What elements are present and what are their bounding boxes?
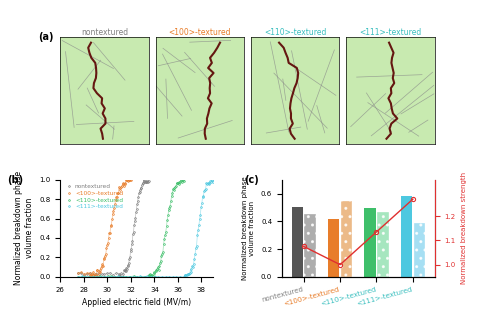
Line: <111>-textured: <111>-textured [77,179,214,278]
<111>-textured [75,275,81,279]
nontextured [142,179,147,183]
<110>-textured [173,184,179,188]
<110>-textured [178,178,184,182]
<111>-textured [83,275,88,279]
Line: nontextured: nontextured [77,179,149,278]
<110>-textured [146,274,152,277]
Y-axis label: Normalized breakdown phase
volume fraction: Normalized breakdown phase volume fracti… [242,176,256,280]
<110>-textured [174,182,180,185]
<100>-textured [128,178,134,182]
nontextured [144,178,150,182]
<110>-textured [134,275,140,279]
<100>-textured [97,270,103,274]
<100>-textured [107,231,113,235]
<110>-textured [158,254,164,258]
<100>-textured [124,178,129,182]
<110>-textured [109,274,114,278]
Text: (b): (b) [7,175,23,185]
<111>-textured [210,180,216,183]
Y-axis label: Normalized breakdown strength: Normalized breakdown strength [461,172,467,284]
X-axis label: Applied electric field (MV/m): Applied electric field (MV/m) [82,298,191,307]
Legend: nontextured, <100>-textured, <110>-textured, <111>-textured: nontextured, <100>-textured, <110>-textu… [63,183,124,211]
<111>-textured [181,275,186,279]
<111>-textured [112,275,117,279]
nontextured [117,275,123,279]
<111>-textured [137,275,143,278]
Bar [364,208,376,277]
Bar [328,219,340,277]
nontextured [145,179,151,182]
Line: <110>-textured: <110>-textured [77,179,185,278]
Title: <110>-textured: <110>-textured [264,28,327,36]
Bar [304,214,316,277]
<110>-textured [181,179,186,183]
Line: <100>-textured: <100>-textured [77,179,132,278]
Bar [413,223,425,277]
Bar [341,201,352,277]
Title: <100>-textured: <100>-textured [169,28,231,36]
Text: (a): (a) [38,32,54,42]
nontextured [75,271,81,274]
Title: <111>-textured: <111>-textured [359,28,422,36]
<100>-textured [127,179,132,182]
<100>-textured [122,182,128,186]
Bar [292,207,303,277]
<110>-textured [75,275,81,279]
Title: nontextured: nontextured [81,28,128,36]
nontextured [116,274,122,277]
nontextured [119,275,125,279]
Bar [401,196,412,277]
<111>-textured [156,275,161,278]
<111>-textured [210,178,215,182]
<100>-textured [91,275,97,279]
<100>-textured [75,271,81,275]
nontextured [128,249,133,253]
nontextured [141,178,147,182]
Y-axis label: Normalized breakdown phase
volume fraction: Normalized breakdown phase volume fracti… [14,171,34,285]
<111>-textured [188,267,194,271]
<100>-textured [103,252,109,256]
nontextured [124,267,130,271]
Text: (c): (c) [244,175,258,185]
<100>-textured [95,268,100,272]
<111>-textured [203,181,209,185]
Bar [377,212,389,277]
